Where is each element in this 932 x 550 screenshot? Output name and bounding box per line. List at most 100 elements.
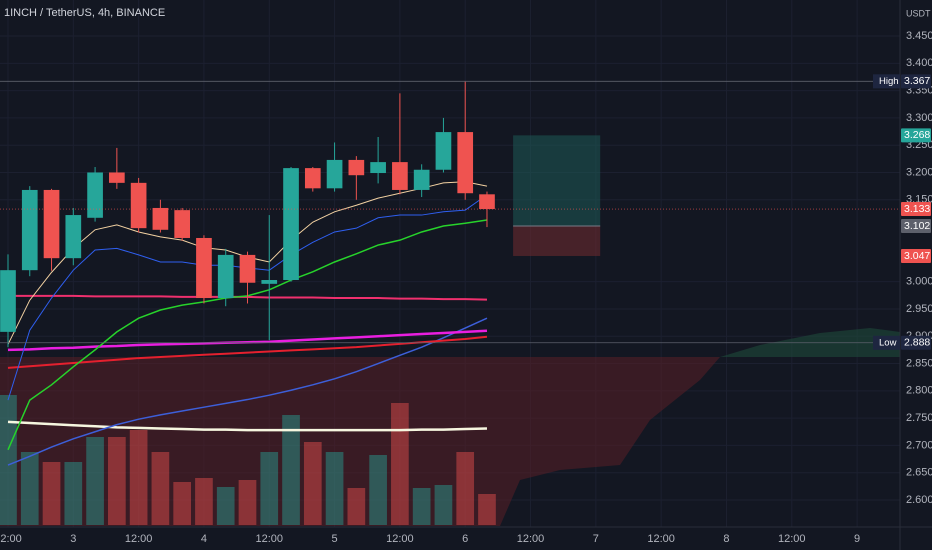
y-tick-label: 2.700 xyxy=(906,439,932,451)
x-tick-label: 7 xyxy=(593,533,599,545)
volume-bar xyxy=(64,462,83,525)
volume-bar xyxy=(129,430,148,525)
x-tick-label: 6 xyxy=(462,533,468,545)
y-tick-label: 2.650 xyxy=(906,467,932,479)
currency-label: USDT xyxy=(906,8,931,18)
volume-bar xyxy=(260,452,279,525)
volume-bar xyxy=(216,487,235,525)
x-tick-label: 3 xyxy=(70,533,76,545)
high-line-value-tag: High xyxy=(879,76,899,87)
high-line-value-bg xyxy=(901,74,931,89)
entry-price-bg xyxy=(901,218,931,233)
profit-zone xyxy=(513,135,601,226)
moving-average xyxy=(7,317,488,466)
x-tick-label: 12:00 xyxy=(517,533,545,545)
x-tick-label: 9 xyxy=(854,533,860,545)
candle-body xyxy=(174,210,191,238)
candle-body xyxy=(392,162,408,190)
candle-body xyxy=(65,215,82,259)
volume-bar xyxy=(325,452,344,525)
volume-bar xyxy=(303,442,322,525)
candle-body xyxy=(196,237,212,299)
last-price: 3.133 xyxy=(904,203,930,215)
volume-bar xyxy=(151,452,170,525)
moving-averages xyxy=(7,181,488,466)
volume-bar xyxy=(173,482,192,525)
y-tick-label: 2.850 xyxy=(906,357,932,369)
x-tick-label: 12:00 xyxy=(255,533,283,545)
volume-bar xyxy=(20,452,39,525)
x-tick-label: 8 xyxy=(723,533,729,545)
x-tick-label: 4 xyxy=(201,533,207,545)
volume-bar xyxy=(456,452,475,525)
candle-body xyxy=(239,254,256,283)
chart-title: 1INCH / TetherUS, 4h, BINANCE xyxy=(4,7,165,19)
x-tick-label: 12:00 xyxy=(647,533,675,545)
levels xyxy=(0,80,900,344)
candle-body xyxy=(413,169,430,190)
volume-bar xyxy=(282,415,300,525)
y-tick-label: 3.000 xyxy=(906,276,932,288)
volume-pane xyxy=(0,395,496,525)
y-tick-label: 2.800 xyxy=(906,385,932,397)
candle-body xyxy=(130,182,147,229)
target-price: 3.268 xyxy=(904,129,930,141)
candle-body xyxy=(283,168,299,281)
volume-bar xyxy=(86,437,104,525)
moving-average xyxy=(7,335,488,369)
moving-average xyxy=(7,329,488,352)
stop-price: 3.047 xyxy=(904,250,930,262)
axes: 3.4503.4003.3503.3003.2503.2003.1503.000… xyxy=(0,30,932,545)
stop-price-bg xyxy=(901,248,931,263)
volume-bar xyxy=(195,478,213,525)
y-tick-label: 2.950 xyxy=(906,303,932,315)
y-tick-label: 3.450 xyxy=(906,30,932,42)
low-line-value-tag: Low xyxy=(879,337,897,348)
last-price-bg xyxy=(901,202,931,217)
volume-bar xyxy=(369,455,387,525)
x-tick-label: 12:00 xyxy=(0,533,22,545)
position-tool xyxy=(513,135,601,256)
volume-bar xyxy=(391,403,409,525)
y-tick-label: 3.300 xyxy=(906,112,932,124)
entry-price: 3.102 xyxy=(904,220,930,232)
candle-body xyxy=(304,168,321,189)
candle-body xyxy=(457,132,474,194)
y-tick-label: 3.200 xyxy=(906,166,932,178)
candle-body xyxy=(261,280,278,284)
candle-body xyxy=(109,172,125,183)
low-line-value: 2.888 xyxy=(904,337,930,349)
volume-bar xyxy=(434,485,453,525)
low-line-value-tag-bg xyxy=(873,335,900,350)
volume-bar xyxy=(108,437,126,525)
volume-bar xyxy=(478,494,496,525)
x-tick-label: 12:00 xyxy=(386,533,414,545)
high-line-value-tag-bg xyxy=(873,74,900,89)
x-tick-label: 5 xyxy=(332,533,338,545)
cloud-bearish xyxy=(0,357,720,526)
volume-bar xyxy=(347,488,366,525)
high-line-value: 3.367 xyxy=(904,75,930,87)
volume-bar xyxy=(0,395,17,525)
candle-body xyxy=(435,132,452,170)
candle-body xyxy=(43,189,60,259)
candle-body xyxy=(479,194,495,210)
moving-average xyxy=(7,420,488,432)
candle-body xyxy=(0,270,16,332)
candle-body xyxy=(152,207,169,230)
candle-body xyxy=(87,172,103,218)
candle-body xyxy=(217,254,234,299)
candle-body xyxy=(348,159,365,176)
volume-bar xyxy=(412,488,431,525)
candle-body xyxy=(21,189,38,271)
candles xyxy=(0,81,495,348)
x-tick-label: 12:00 xyxy=(125,533,153,545)
volume-bar xyxy=(238,480,257,525)
y-tick-label: 3.400 xyxy=(906,57,932,69)
y-tick-label: 2.750 xyxy=(906,412,932,424)
target-price-bg xyxy=(901,128,931,143)
y-tick-label: 2.600 xyxy=(906,494,932,506)
low-line-value-bg xyxy=(901,335,931,350)
